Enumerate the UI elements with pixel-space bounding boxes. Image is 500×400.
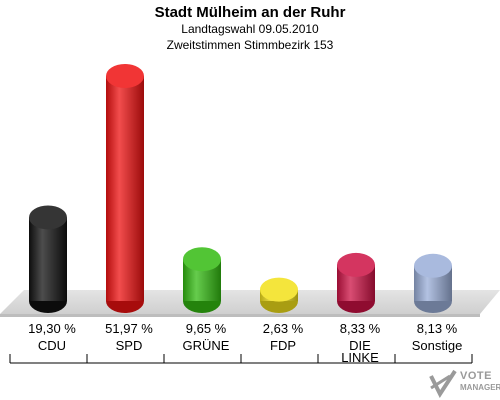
- bar-1-top: [29, 205, 67, 230]
- bar-1: [29, 205, 67, 313]
- chart-subtitle: Landtagswahl 09.05.2010: [181, 22, 319, 36]
- bar-4: [260, 277, 298, 313]
- bars: [29, 64, 452, 313]
- bar-1-body: [29, 217, 67, 301]
- value-label-1: 19,30 %: [28, 321, 76, 336]
- value-label-6: 8,13 %: [417, 321, 458, 336]
- category-axis: CDU SPD GRÜNE FDP DIE LINKE Sonstige: [9, 338, 473, 365]
- bar-3: [183, 247, 221, 313]
- bar-6: [414, 253, 452, 313]
- bar-5: [337, 252, 375, 313]
- category-label-4: FDP: [270, 338, 296, 353]
- vote-manager-logo: VOTE MANAGER: [428, 368, 500, 398]
- category-label-2: SPD: [116, 338, 143, 353]
- value-label-4: 2,63 %: [263, 321, 304, 336]
- chart-subtitle-2: Zweitstimmen Stimmbezirk 153: [166, 38, 334, 52]
- bar-5-top: [337, 252, 375, 277]
- bar-2: [106, 64, 144, 313]
- category-label-3: GRÜNE: [183, 338, 230, 353]
- category-label-6: Sonstige: [412, 338, 463, 353]
- vote-manager-logo-line1: VOTE: [460, 370, 492, 382]
- bar-6-top: [414, 253, 452, 278]
- chart-floor-edge: [0, 314, 480, 317]
- value-label-2: 51,97 %: [105, 321, 153, 336]
- value-labels: 19,30 % 51,97 % 9,65 % 2,63 % 8,33 % 8,13 %: [28, 321, 458, 336]
- value-label-5: 8,33 %: [340, 321, 381, 336]
- vote-manager-logo-icon: [429, 369, 457, 398]
- vote-manager-logo-line2: MANAGER: [460, 383, 500, 392]
- bar-2-body: [106, 76, 144, 301]
- bar-2-top: [106, 64, 144, 88]
- category-label-1: CDU: [38, 338, 66, 353]
- chart-title: Stadt Mülheim an der Ruhr: [154, 4, 346, 21]
- bar-4-top: [260, 277, 298, 302]
- value-label-3: 9,65 %: [186, 321, 227, 336]
- category-label-5: DIE LINKE: [341, 338, 379, 365]
- bar-3-top: [183, 247, 221, 272]
